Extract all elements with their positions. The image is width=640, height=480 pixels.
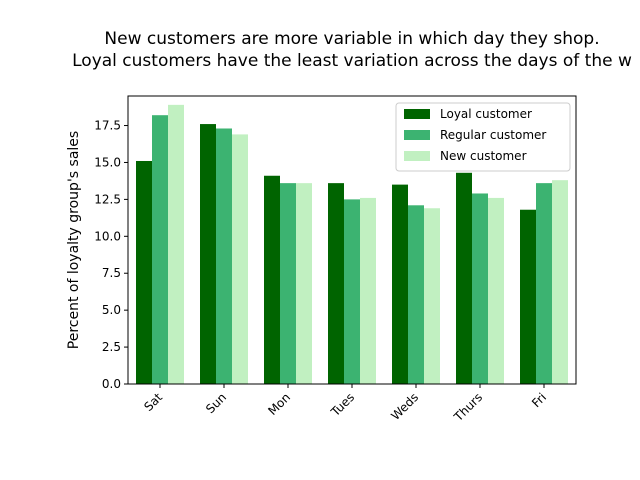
y-tick-label: 2.5	[102, 340, 121, 354]
legend-swatch	[404, 109, 430, 119]
x-tick-label-mon: Mon	[265, 390, 293, 418]
bar-regular-customer-fri	[536, 183, 552, 384]
x-tick-label-fri: Fri	[529, 390, 549, 410]
x-axis-ticks: Sat Sun Mon Tues Weds Thurs Fri	[141, 384, 549, 425]
x-tick-label-tues: Tues	[328, 390, 358, 420]
legend-label: New customer	[440, 149, 527, 163]
legend-swatch	[404, 151, 430, 161]
bar-new-customer-mon	[296, 183, 312, 384]
bar-regular-customer-weds	[408, 205, 424, 384]
y-tick-label: 7.5	[102, 266, 121, 280]
y-tick-label: 15.0	[94, 155, 121, 169]
bar-regular-customer-tues	[344, 199, 360, 384]
x-tick-label-thurs: Thurs	[451, 390, 485, 424]
bar-regular-customer-sun	[216, 128, 232, 384]
legend: Loyal customer Regular customer New custom…	[395, 102, 571, 172]
y-tick-label: 0.0	[102, 377, 121, 391]
plot-frame	[127, 95, 577, 385]
bar-loyal-customer-weds	[392, 184, 408, 384]
bar-loyal-customer-sun	[200, 124, 216, 385]
bar-loyal-customer-fri	[520, 209, 536, 384]
bar-new-customer-sun	[232, 134, 248, 384]
y-axis-label: Percent of loyalty group's sales	[66, 131, 82, 349]
x-tick-label-weds: Weds	[388, 390, 421, 423]
bar-loyal-customer-sat	[136, 160, 152, 384]
chart-title-line-2: Loyal customers have the least variation…	[72, 51, 632, 71]
bar-new-customer-sat	[168, 104, 184, 384]
bar-new-customer-tues	[360, 197, 376, 384]
bar-regular-customer-mon	[280, 183, 296, 384]
bar-loyal-customer-tues	[328, 183, 344, 384]
y-tick-label: 17.5	[94, 119, 121, 133]
bar-loyal-customer-mon	[264, 175, 280, 384]
bar-new-customer-fri	[552, 180, 568, 384]
y-tick-label: 12.5	[94, 192, 121, 206]
chart-title-line-1: New customers are more variable in which…	[104, 29, 599, 49]
bar-regular-customer-sat	[152, 115, 168, 384]
bar-regular-customer-thurs	[472, 193, 488, 384]
y-axis-ticks: 0.0 2.5 5.0 7.5 10.0 12.5 15.0 17.5	[94, 119, 128, 391]
bar-loyal-customer-thurs	[456, 172, 472, 384]
legend-label: Regular customer	[440, 128, 546, 142]
x-tick-label-sun: Sun	[203, 390, 229, 416]
y-tick-label: 10.0	[94, 229, 121, 243]
legend-swatch	[404, 130, 430, 140]
legend-label: Loyal customer	[440, 107, 532, 121]
legend-box	[395, 102, 571, 172]
x-tick-label-sat: Sat	[141, 390, 165, 414]
bar-new-customer-weds	[424, 208, 440, 384]
bars-group	[136, 104, 568, 385]
bar-new-customer-thurs	[488, 197, 504, 384]
y-tick-label: 5.0	[102, 303, 121, 317]
